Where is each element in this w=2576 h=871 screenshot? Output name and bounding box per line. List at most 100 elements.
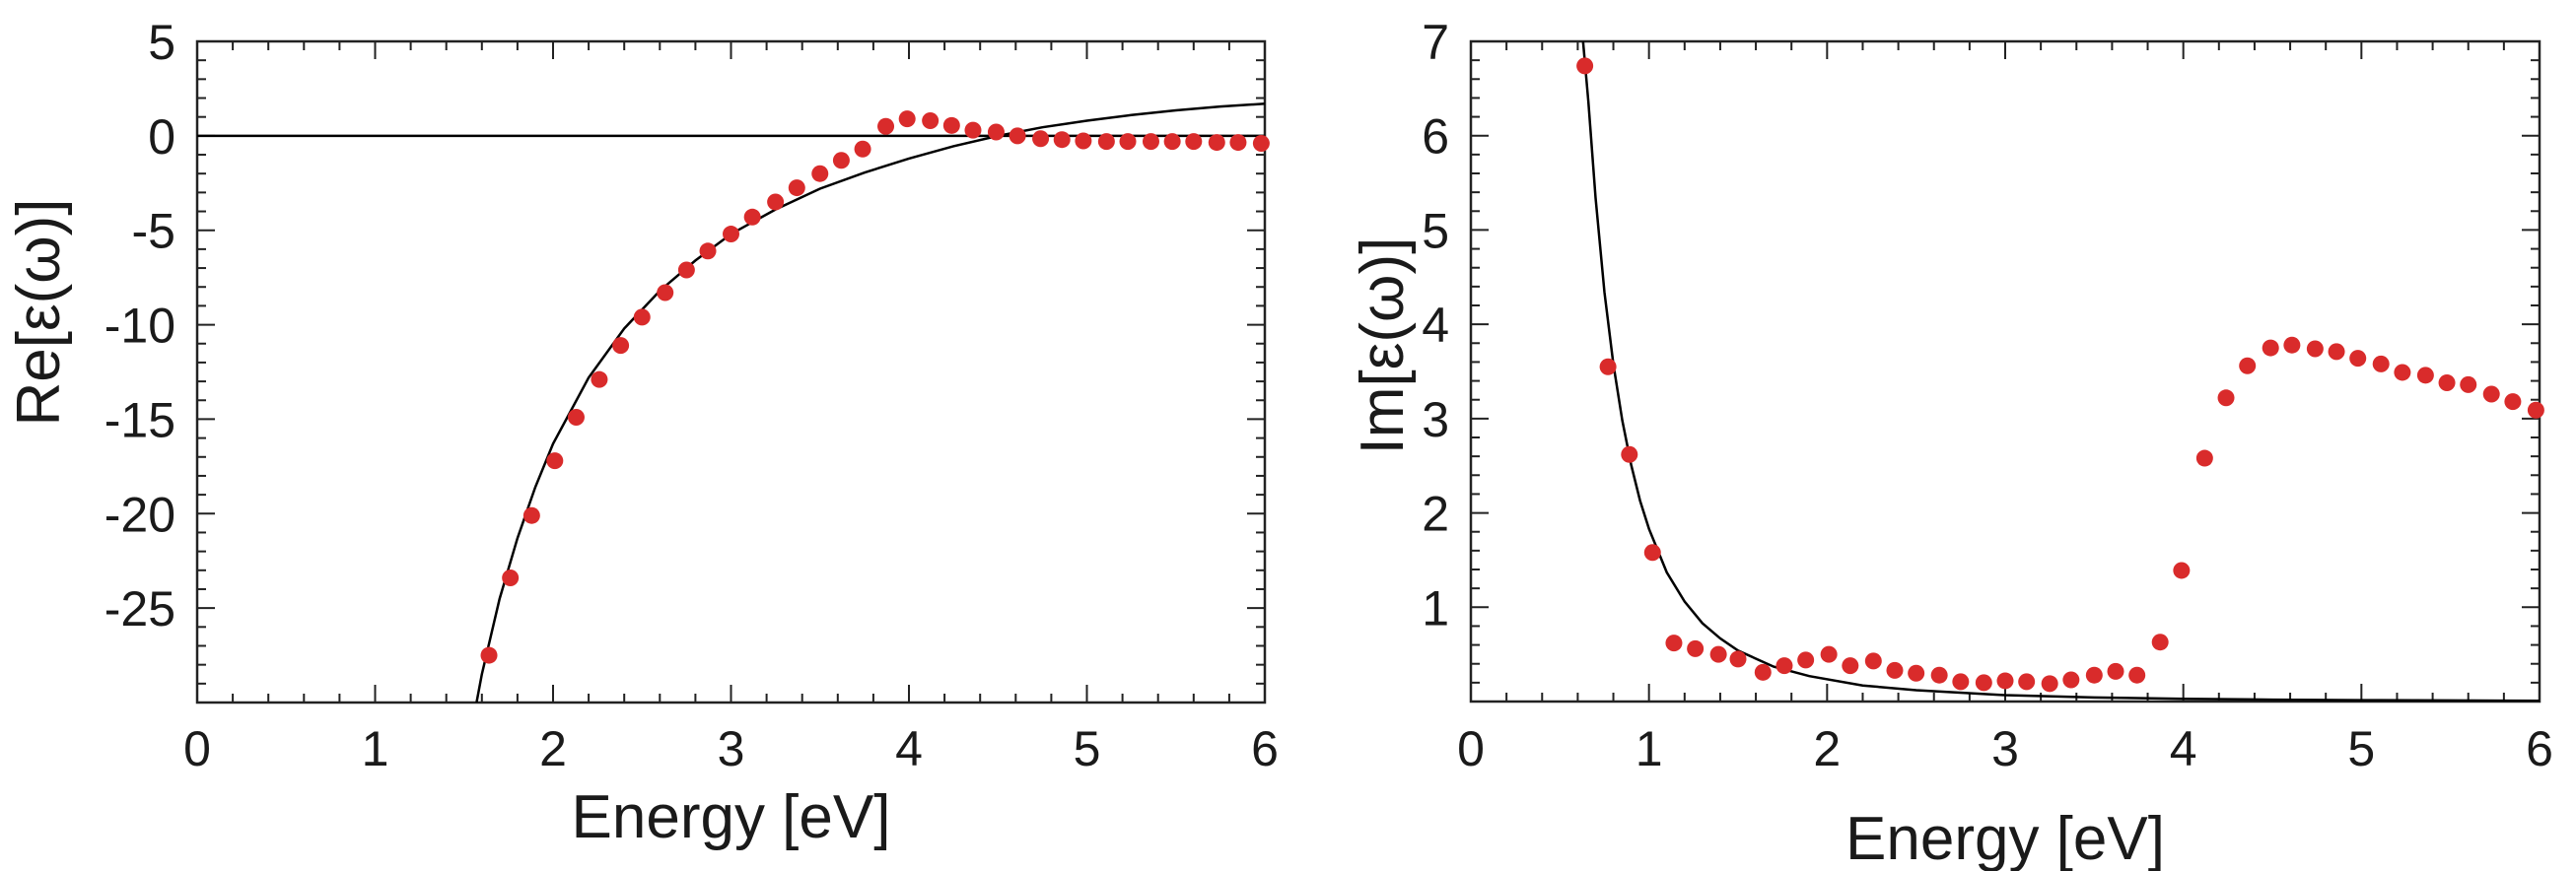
data-point [942,116,960,134]
data-point [2328,343,2345,361]
data-point [1252,135,1270,153]
data-point [767,193,785,211]
data-point [1097,133,1115,151]
x-tick-label: 1 [362,721,389,776]
y-axis-label: Im[ε(ω)] [1349,237,1417,455]
data-point [480,646,498,664]
data-point [1009,127,1026,145]
y-tick-label: -15 [104,392,175,447]
x-tick-label: 0 [1457,721,1485,776]
data-point [1142,133,1159,151]
x-tick-label: 0 [183,721,211,776]
x-tick-label: 4 [2170,721,2197,776]
data-point [1908,664,1925,682]
data-point [1886,661,1904,679]
data-point [1665,635,1683,652]
plot-frame [195,39,1267,704]
y-tick-label: 1 [1422,580,1449,636]
data-point [502,569,520,586]
data-point [2394,364,2411,381]
y-tick-label: 0 [148,109,175,165]
data-point [2460,375,2477,393]
data-point [1775,657,1793,675]
data-point [2482,385,2500,403]
data-point [567,409,585,427]
y-tick-label: 4 [1422,298,1449,353]
data-point [1119,133,1137,151]
data-point [2062,671,2080,689]
data-point [1208,134,1225,152]
data-point [2018,673,2036,691]
imaginary-permittivity-plot: 0 1 2 3 4 5 6 1 2 3 4 5 6 7 Energy [eV] Im[ε(ω)] [1349,15,2553,871]
data-point [987,123,1005,141]
x-tick-label: 5 [1074,721,1101,776]
data-point [1163,133,1181,151]
data-point [1996,672,2014,690]
data-point [2107,662,2124,680]
data-point [1797,651,1815,669]
data-point [1687,639,1705,657]
data-point [546,452,564,470]
data-point [877,117,895,135]
data-point [1754,663,1772,681]
y-tick-label: 3 [1422,392,1449,447]
data-point [2306,340,2324,358]
data-point [633,308,651,326]
data-point [522,506,540,524]
x-tick-label: 2 [1813,721,1841,776]
data-point [2527,401,2544,419]
x-tick-label: 3 [718,721,745,776]
model-curve [475,102,1265,703]
y-axis-label: Re[ε(ω)] [5,198,73,426]
data-point [1975,674,1992,692]
data-point [2504,393,2522,411]
y-tick-label: -25 [104,581,175,636]
data-point [1709,645,1727,663]
x-axis-label: Energy [eV] [1845,805,2165,871]
data-point [699,242,717,260]
x-tick-label: 4 [895,721,923,776]
data-point [1930,666,1948,684]
data-point [1185,133,1203,151]
data-point [811,165,829,182]
data-point [1820,645,1838,663]
data-point [2041,675,2058,693]
y-tick-label: -5 [132,204,175,259]
data-point [677,261,695,279]
data-point [2217,389,2235,407]
data-point [964,121,982,139]
data-point [1621,445,1638,463]
y-tick-label: 5 [148,15,175,70]
x-tick-label: 5 [2347,721,2375,776]
x-tick-label: 6 [1251,721,1279,776]
data-point [788,179,805,197]
data-point [2372,355,2390,372]
plot-frame [1469,39,2541,704]
x-tick-label: 6 [2526,721,2553,776]
y-tick-label: -10 [104,299,175,354]
data-point [2416,367,2434,384]
data-point [1842,657,1859,675]
data-point [743,208,761,226]
data-point [1952,673,1970,691]
x-tick-label: 3 [1991,721,2019,776]
data-point [723,226,739,243]
x-axis-label: Energy [eV] [572,783,891,851]
y-tick-label: 2 [1422,487,1449,542]
data-point [854,140,871,158]
data-point [2128,666,2146,684]
data-point [2438,373,2456,391]
y-tick-label: -20 [104,487,175,542]
x-tick-label: 2 [539,721,567,776]
x-tick-label: 1 [1636,721,1663,776]
data-point [2151,634,2169,651]
data-point [1643,544,1661,562]
data-point [591,370,608,388]
real-permittivity-plot: 0 1 2 3 4 5 6 5 0 -5 -10 -15 -20 -25 Energy [eV] Re[ε(ω… [5,15,1279,851]
data-point [612,337,630,355]
y-tick-label: 7 [1422,15,1449,70]
data-point [2349,350,2367,368]
data-point [1599,358,1617,375]
data-point [2195,449,2213,467]
data-point [898,110,916,128]
